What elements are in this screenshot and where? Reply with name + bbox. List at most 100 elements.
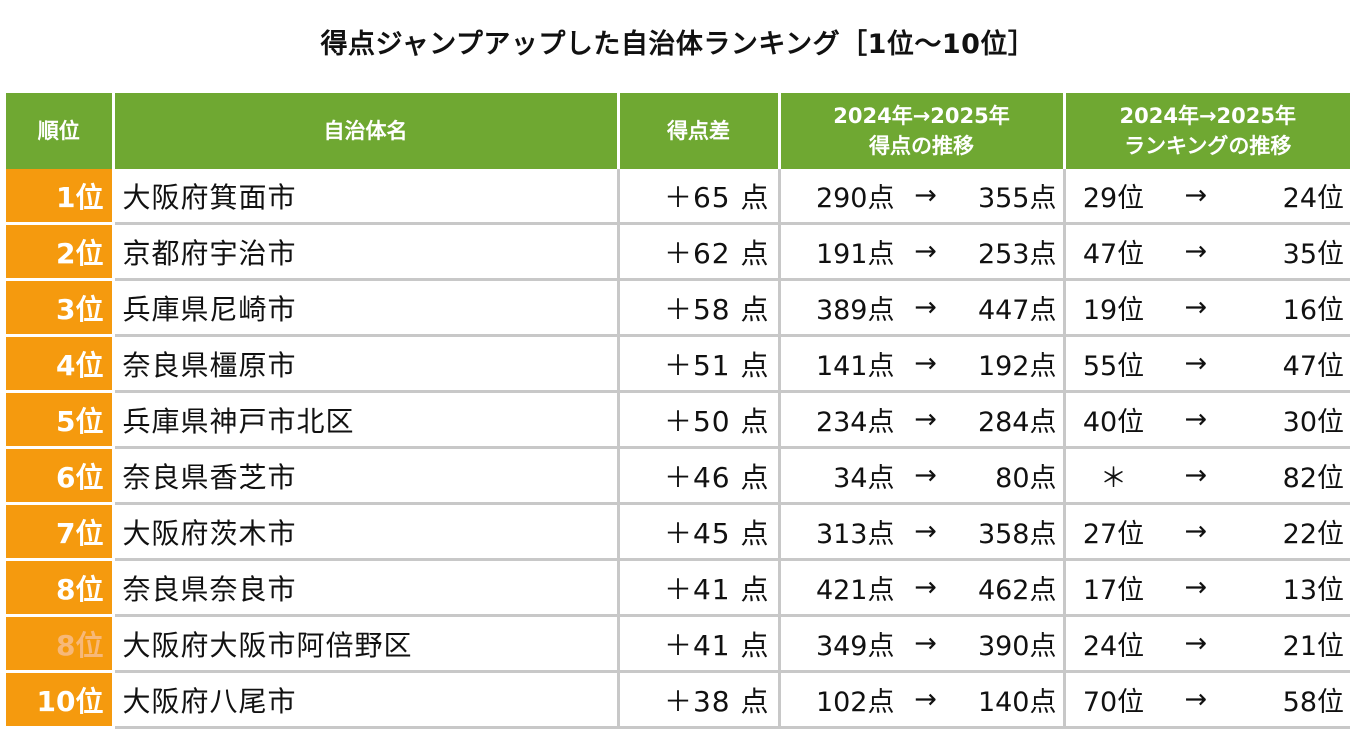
arrow-icon: →: [914, 348, 937, 379]
header-ranking-trend: 2024年→2025年 ランキングの推移: [1064, 93, 1350, 169]
table-row: 7位 大阪府茨木市 ＋45 点 313点 → 358点 27位 → 22位: [6, 503, 1350, 561]
table-row: 8位 奈良県奈良市 ＋41 点 421点 → 462点 17位 → 13位: [6, 559, 1350, 617]
score-to: 447点: [977, 295, 1057, 326]
score-diff: ＋58 点: [618, 279, 781, 337]
score-diff: ＋38 点: [618, 671, 781, 729]
score-to: 462点: [977, 575, 1057, 606]
rank-cell: 7位: [6, 503, 115, 561]
municipality-name: 大阪府大阪市阿倍野区: [113, 615, 620, 673]
score-trend-cell: 349点 → 390点: [779, 615, 1066, 673]
arrow-icon: →: [914, 516, 937, 547]
rank-from: 29位: [1082, 183, 1145, 214]
ranking-trend-cell: 29位 → 24位: [1064, 169, 1350, 225]
score-from: 349点: [815, 631, 895, 662]
score-trend-cell: 34点 → 80点: [779, 447, 1066, 505]
score-from: 102点: [815, 687, 895, 718]
rank-cell: 4位: [6, 335, 115, 393]
rank-to: 82位: [1282, 463, 1344, 494]
arrow-icon: →: [914, 460, 937, 491]
arrow-icon: →: [1184, 684, 1208, 715]
score-diff: ＋41 点: [618, 615, 781, 673]
header-ranking-line1: 2024年→2025年: [1119, 103, 1297, 128]
arrow-icon: →: [1184, 572, 1208, 603]
ranking-trend-cell: 19位 → 16位: [1064, 279, 1350, 337]
score-to: 80点: [995, 463, 1057, 494]
header-diff: 得点差: [618, 93, 781, 169]
arrow-icon: →: [1184, 180, 1208, 211]
table-row: 3位 兵庫県尼崎市 ＋58 点 389点 → 447点 19位 → 16位: [6, 279, 1350, 337]
ranking-table: 順位 自治体名 得点差 2024年→2025年 得点の推移 2024年→2025…: [6, 93, 1350, 729]
ranking-trend-cell: 47位 → 35位: [1064, 223, 1350, 281]
score-diff: ＋45 点: [618, 503, 781, 561]
rank-cell: 6位: [6, 447, 115, 505]
rank-to: 58位: [1282, 687, 1344, 718]
score-diff: ＋62 点: [618, 223, 781, 281]
score-trend-cell: 389点 → 447点: [779, 279, 1066, 337]
score-from: 191点: [815, 239, 895, 270]
arrow-icon: →: [1184, 460, 1208, 491]
rank-to: 22位: [1282, 519, 1344, 550]
rank-from: 40位: [1082, 407, 1145, 438]
rank-from: 70位: [1082, 687, 1145, 718]
arrow-icon: →: [1184, 236, 1208, 267]
score-diff: ＋50 点: [618, 391, 781, 449]
ranking-trend-cell: 17位 → 13位: [1064, 559, 1350, 617]
ranking-trend-cell: ＊ → 82位: [1064, 447, 1350, 505]
score-from: 290点: [815, 183, 895, 214]
header-ranking-line2: ランキングの推移: [1124, 134, 1292, 158]
header-name: 自治体名: [113, 93, 620, 169]
score-to: 284点: [977, 407, 1057, 438]
arrow-icon: →: [1184, 348, 1208, 379]
score-to: 192点: [977, 351, 1057, 382]
rank-from: 27位: [1082, 519, 1145, 550]
rank-to: 35位: [1282, 239, 1344, 270]
score-from: 313点: [815, 519, 895, 550]
arrow-icon: →: [914, 292, 937, 323]
score-trend-cell: 234点 → 284点: [779, 391, 1066, 449]
ranking-trend-cell: 40位 → 30位: [1064, 391, 1350, 449]
score-trend-cell: 290点 → 355点: [779, 169, 1066, 225]
score-diff: ＋51 点: [618, 335, 781, 393]
header-score-line2: 得点の推移: [869, 134, 974, 158]
municipality-name: 奈良県香芝市: [113, 447, 620, 505]
header-score-line1: 2024年→2025年: [833, 103, 1010, 128]
municipality-name: 兵庫県神戸市北区: [113, 391, 620, 449]
arrow-icon: →: [1184, 404, 1208, 435]
rank-from: 24位: [1082, 631, 1145, 662]
arrow-icon: →: [914, 404, 937, 435]
score-to: 358点: [977, 519, 1057, 550]
arrow-icon: →: [914, 684, 937, 715]
municipality-name: 奈良県橿原市: [113, 335, 620, 393]
arrow-icon: →: [914, 236, 937, 267]
header-score-trend: 2024年→2025年 得点の推移: [779, 93, 1066, 169]
municipality-name: 大阪府茨木市: [113, 503, 620, 561]
score-diff: ＋46 点: [618, 447, 781, 505]
rank-cell: 10位: [6, 671, 115, 729]
score-trend-cell: 313点 → 358点: [779, 503, 1066, 561]
rank-from: 19位: [1082, 295, 1145, 326]
rank-cell: 3位: [6, 279, 115, 337]
rank-cell: 1位: [6, 169, 115, 225]
score-from: 234点: [815, 407, 895, 438]
rank-from: 17位: [1082, 575, 1145, 606]
arrow-icon: →: [914, 628, 937, 659]
rank-to: 21位: [1282, 631, 1344, 662]
municipality-name: 京都府宇治市: [113, 223, 620, 281]
score-trend-cell: 102点 → 140点: [779, 671, 1066, 729]
score-diff: ＋65 点: [618, 169, 781, 225]
municipality-name: 大阪府八尾市: [113, 671, 620, 729]
score-from: 34点: [833, 463, 895, 494]
rank-from: 55位: [1082, 351, 1145, 382]
table-row: 10位 大阪府八尾市 ＋38 点 102点 → 140点 70位 → 58位: [6, 671, 1350, 729]
table-row: 6位 奈良県香芝市 ＋46 点 34点 → 80点 ＊ → 82位: [6, 447, 1350, 505]
table-row: 4位 奈良県橿原市 ＋51 点 141点 → 192点 55位 → 47位: [6, 335, 1350, 393]
table-header-row: 順位 自治体名 得点差 2024年→2025年 得点の推移 2024年→2025…: [6, 93, 1350, 169]
score-to: 355点: [977, 183, 1057, 214]
rank-cell: 8位: [6, 615, 115, 673]
table-row: 8位 大阪府大阪市阿倍野区 ＋41 点 349点 → 390点 24位 → 21位: [6, 615, 1350, 673]
rank-to: 24位: [1282, 183, 1344, 214]
municipality-name: 兵庫県尼崎市: [113, 279, 620, 337]
rank-cell: 5位: [6, 391, 115, 449]
municipality-name: 大阪府箕面市: [113, 169, 620, 225]
ranking-trend-cell: 27位 → 22位: [1064, 503, 1350, 561]
